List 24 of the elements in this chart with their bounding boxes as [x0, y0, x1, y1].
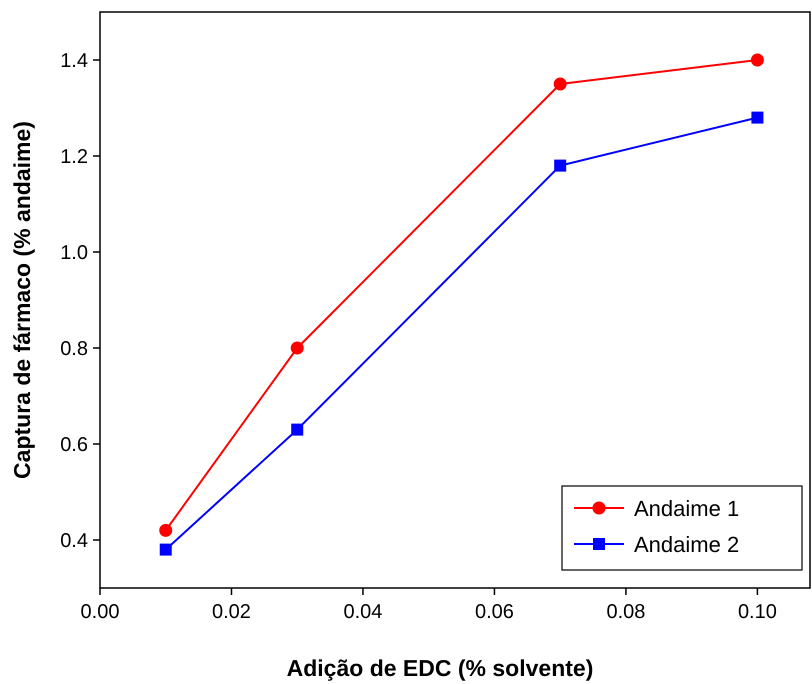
point [159, 524, 172, 537]
point [751, 112, 764, 124]
x-axis-title: Adição de EDC (% solvente) [286, 655, 594, 681]
point [554, 160, 566, 172]
point [750, 54, 764, 66]
x-tick-label: 0.08 [606, 601, 646, 623]
x-tick-label: 0.10 [738, 601, 777, 623]
legend-label: Andaime 2 [634, 532, 740, 557]
x-tick-label: 0.04 [343, 601, 382, 623]
legend-label: Andaime 1 [634, 496, 740, 521]
x-tick-label: 0.06 [474, 601, 514, 623]
point [554, 78, 567, 90]
x-tick-label: 0.00 [80, 601, 120, 623]
y-tick-label: 1.4 [60, 50, 88, 72]
y-tick-label: 1.0 [60, 242, 88, 264]
point [290, 342, 304, 354]
y-axis-title: Captura de fármaco (% andaime) [9, 121, 35, 479]
y-tick-label: 0.6 [60, 434, 88, 456]
point [160, 544, 172, 556]
y-tick-label: 0.8 [60, 338, 88, 360]
y-tick-label: 1.2 [60, 146, 88, 168]
x-tick-label: 0.02 [212, 601, 251, 623]
point [291, 424, 304, 436]
y-tick-label: 0.4 [60, 530, 88, 552]
